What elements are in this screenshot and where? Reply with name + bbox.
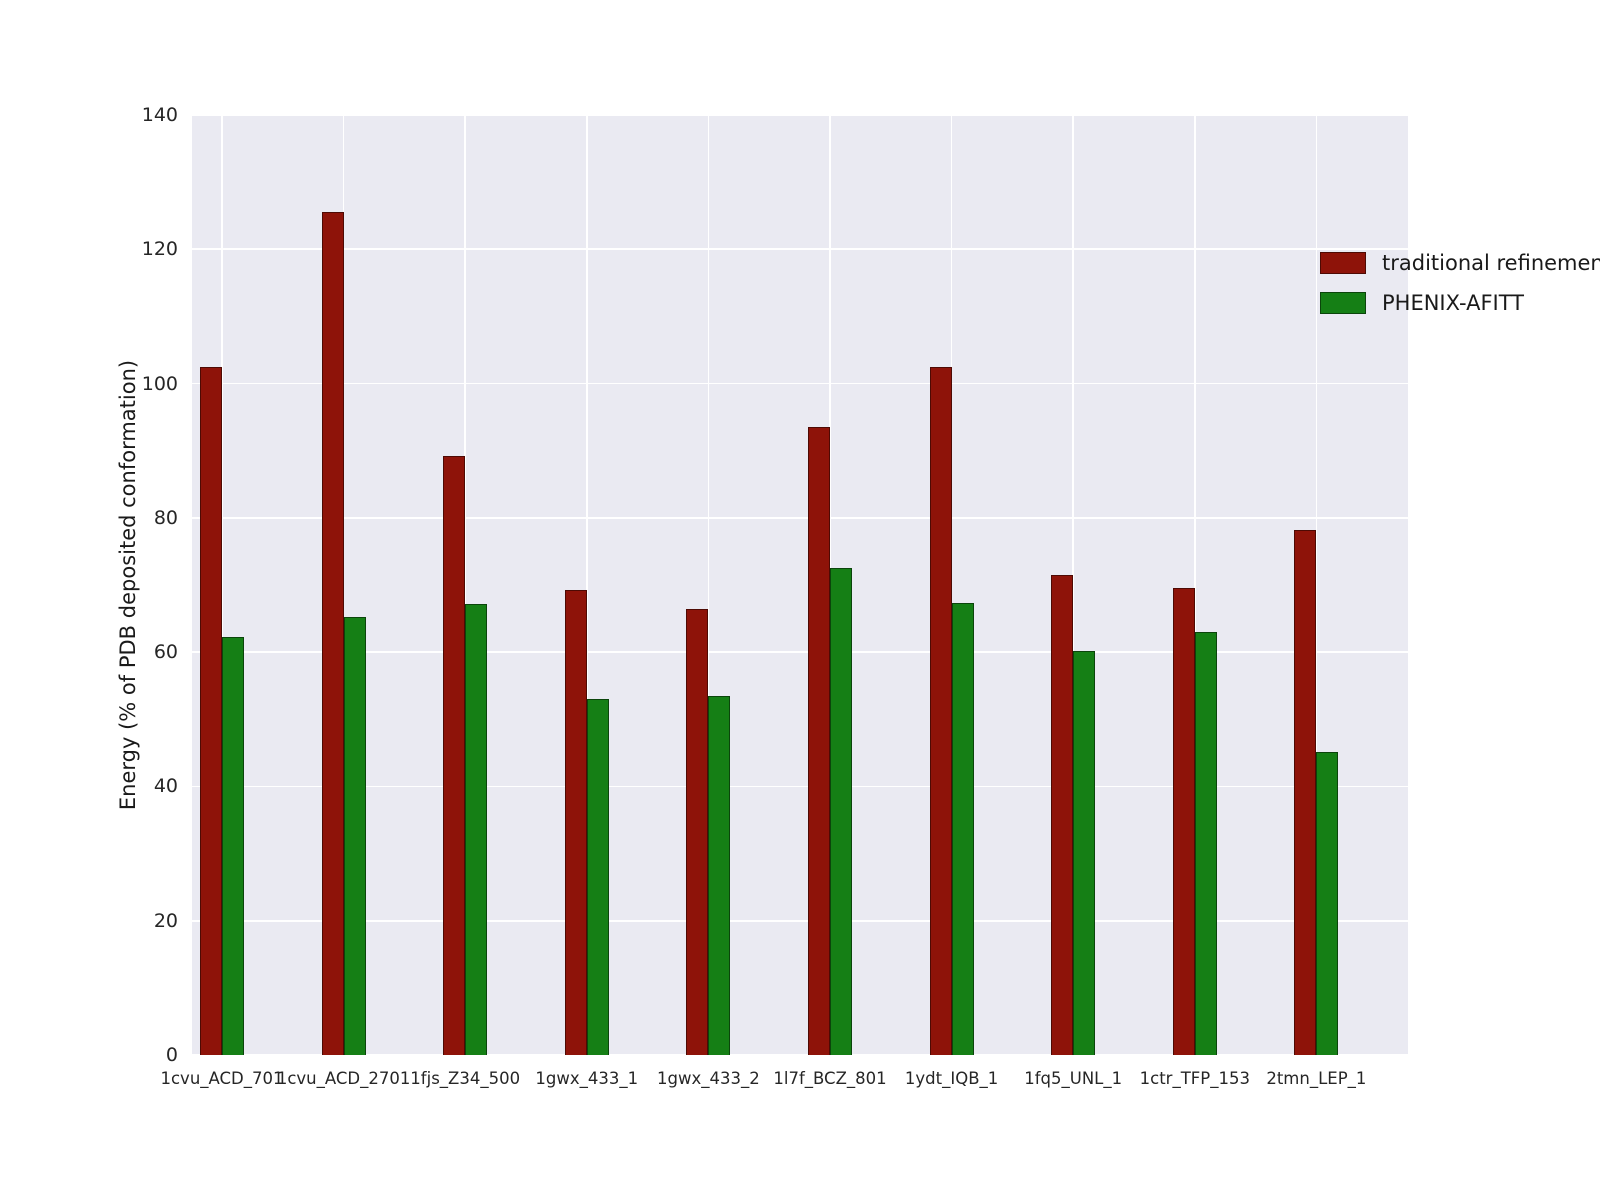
gridline-y-120 xyxy=(192,248,1408,251)
y-tick-20: 20 xyxy=(153,909,178,932)
x-tick-1cvu_ACD_701: 1cvu_ACD_701 xyxy=(160,1069,284,1088)
bar-traditional-1ydt_IQB_1 xyxy=(929,366,952,1055)
gridline-x-1 xyxy=(342,115,345,1055)
gridline-y-140 xyxy=(192,114,1408,116)
gridline-y-60 xyxy=(192,651,1408,653)
legend: traditional refinement PHENIX-AFITT xyxy=(1310,245,1600,321)
bar-traditional-1fq5_UNL_1 xyxy=(1051,574,1074,1055)
gridline-y-100 xyxy=(192,382,1408,385)
bar-phenix-1fjs_Z34_500 xyxy=(465,603,488,1055)
gridline-x-7 xyxy=(1072,115,1074,1055)
legend-label-traditional: traditional refinement xyxy=(1382,251,1600,275)
bar-traditional-1cvu_ACD_2701 xyxy=(321,212,344,1055)
gridline-x-8 xyxy=(1194,115,1196,1055)
x-tick-1l7f_BCZ_801: 1l7f_BCZ_801 xyxy=(773,1069,887,1088)
x-tick-1ctr_TFP_153: 1ctr_TFP_153 xyxy=(1139,1069,1250,1088)
legend-label-phenix: PHENIX-AFITT xyxy=(1382,291,1525,315)
bar-traditional-1cvu_ACD_701 xyxy=(200,366,222,1055)
x-tick-1gwx_433_1: 1gwx_433_1 xyxy=(535,1069,639,1088)
bar-phenix-1cvu_ACD_2701 xyxy=(343,617,366,1055)
gridline-x-6 xyxy=(950,115,953,1055)
bar-traditional-1ctr_TFP_153 xyxy=(1172,588,1195,1055)
x-tick-1cvu_ACD_2701: 1cvu_ACD_2701 xyxy=(276,1069,411,1088)
plot-area: traditional refinement PHENIX-AFITT xyxy=(192,114,1600,1056)
bar-phenix-1fq5_UNL_1 xyxy=(1073,650,1096,1055)
bar-traditional-1fjs_Z34_500 xyxy=(443,456,466,1055)
x-tick-1fq5_UNL_1: 1fq5_UNL_1 xyxy=(1024,1069,1123,1088)
bar-phenix-1gwx_433_1 xyxy=(586,699,609,1055)
x-tick-2tmn_LEP_1: 2tmn_LEP_1 xyxy=(1266,1069,1367,1088)
bar-phenix-1ydt_IQB_1 xyxy=(951,603,974,1055)
y-tick-120: 120 xyxy=(141,238,178,261)
bar-phenix-1cvu_ACD_701 xyxy=(222,637,244,1055)
y-tick-80: 80 xyxy=(153,506,178,529)
legend-swatch-traditional xyxy=(1320,252,1366,274)
gridline-y-0 xyxy=(192,1054,1408,1056)
legend-entry-phenix: PHENIX-AFITT xyxy=(1320,291,1600,315)
x-tick-1fjs_Z34_500: 1fjs_Z34_500 xyxy=(410,1069,521,1088)
bar-traditional-1gwx_433_1 xyxy=(564,590,587,1055)
legend-entry-traditional: traditional refinement xyxy=(1320,251,1600,275)
bar-phenix-1gwx_433_2 xyxy=(708,695,731,1055)
bar-phenix-2tmn_LEP_1 xyxy=(1316,751,1339,1055)
legend-swatch-phenix xyxy=(1320,292,1366,314)
gridline-x-3 xyxy=(586,115,588,1055)
x-tick-1gwx_433_2: 1gwx_433_2 xyxy=(657,1069,760,1088)
gridline-y-20 xyxy=(192,919,1408,922)
y-tick-60: 60 xyxy=(153,641,178,664)
y-tick-100: 100 xyxy=(141,372,178,395)
bar-traditional-1l7f_BCZ_801 xyxy=(808,427,830,1055)
bar-phenix-1l7f_BCZ_801 xyxy=(830,568,852,1055)
gridline-x-4 xyxy=(707,115,710,1055)
y-axis-title: Energy (% of PDB deposited conformation) xyxy=(116,359,140,811)
x-tick-1ydt_IQB_1: 1ydt_IQB_1 xyxy=(904,1069,999,1088)
bar-phenix-1ctr_TFP_153 xyxy=(1194,632,1217,1055)
gridline-x-2 xyxy=(464,115,466,1055)
y-tick-0: 0 xyxy=(165,1044,178,1066)
y-tick-40: 40 xyxy=(153,775,178,798)
gridline-y-80 xyxy=(192,517,1408,519)
bar-traditional-2tmn_LEP_1 xyxy=(1294,529,1317,1055)
bar-traditional-1gwx_433_2 xyxy=(686,608,709,1055)
gridline-y-40 xyxy=(192,785,1408,788)
gridline-x-9 xyxy=(1315,115,1318,1055)
y-tick-140: 140 xyxy=(141,104,178,126)
